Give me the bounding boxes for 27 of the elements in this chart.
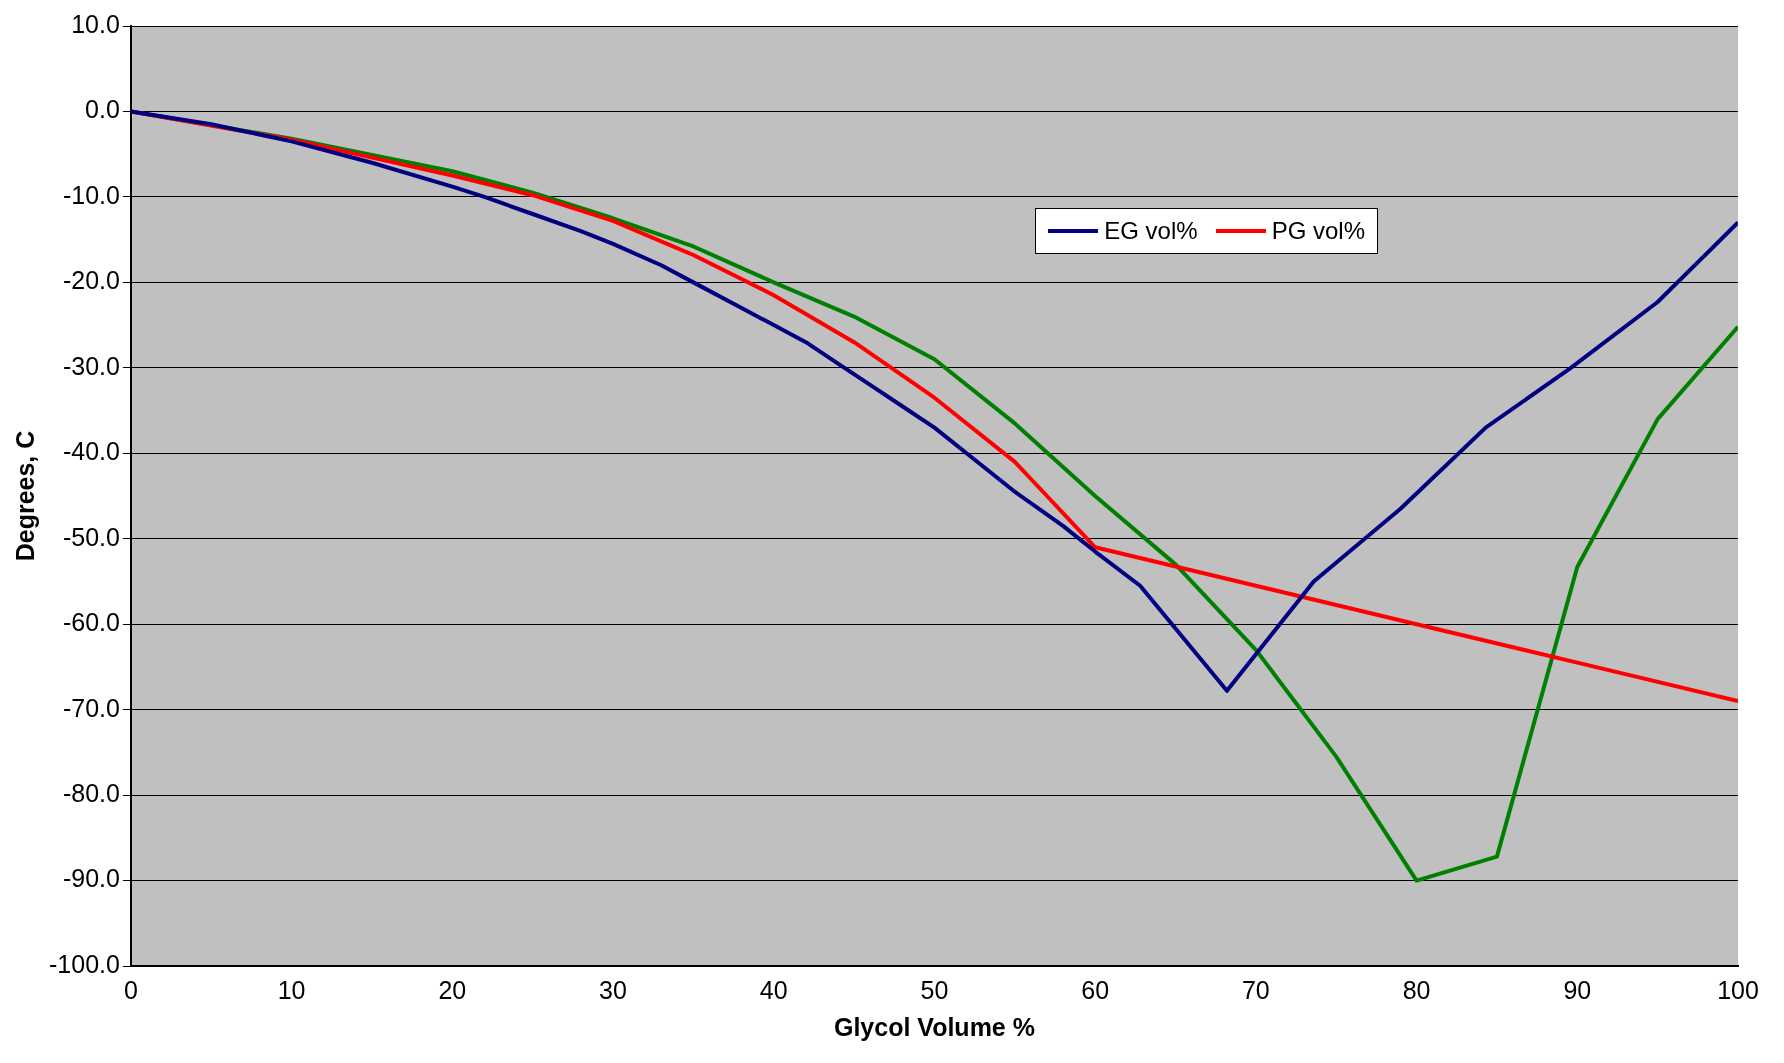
legend-label: PG vol% (1271, 217, 1365, 245)
y-tick-label: -90.0 (62, 864, 120, 893)
legend-label: EG vol% (1104, 217, 1198, 245)
x-tick-label: 50 (920, 975, 949, 1004)
y-tick-label: -30.0 (62, 351, 120, 380)
y-tick-label: -60.0 (62, 608, 120, 637)
y-tick-label: -40.0 (62, 437, 120, 466)
x-tick-label: 70 (1241, 975, 1270, 1004)
x-tick-label: 80 (1402, 975, 1431, 1004)
y-tick-label: -100.0 (49, 949, 120, 978)
y-tick-label: -80.0 (62, 778, 120, 807)
y-tick-label: 10.0 (71, 9, 120, 38)
x-tick-label: 30 (599, 975, 627, 1004)
x-tick-label: 90 (1563, 975, 1592, 1004)
y-axis-title: Degrees, C (10, 430, 39, 562)
x-tick-label: 20 (438, 975, 467, 1004)
x-axis-title: Glycol Volume % (833, 1012, 1035, 1041)
x-tick-label: 0 (123, 975, 138, 1004)
y-tick-label: -20.0 (62, 266, 120, 295)
x-tick-label: 60 (1081, 975, 1110, 1004)
x-tick-label: 10 (277, 975, 306, 1004)
y-tick-label: -70.0 (62, 693, 120, 722)
x-tick-label: 100 (1717, 975, 1759, 1004)
y-tick-label: -50.0 (62, 522, 120, 551)
x-tick-label: 40 (759, 975, 788, 1004)
y-tick-label: 0.0 (85, 95, 120, 124)
y-tick-label: -10.0 (62, 180, 120, 209)
